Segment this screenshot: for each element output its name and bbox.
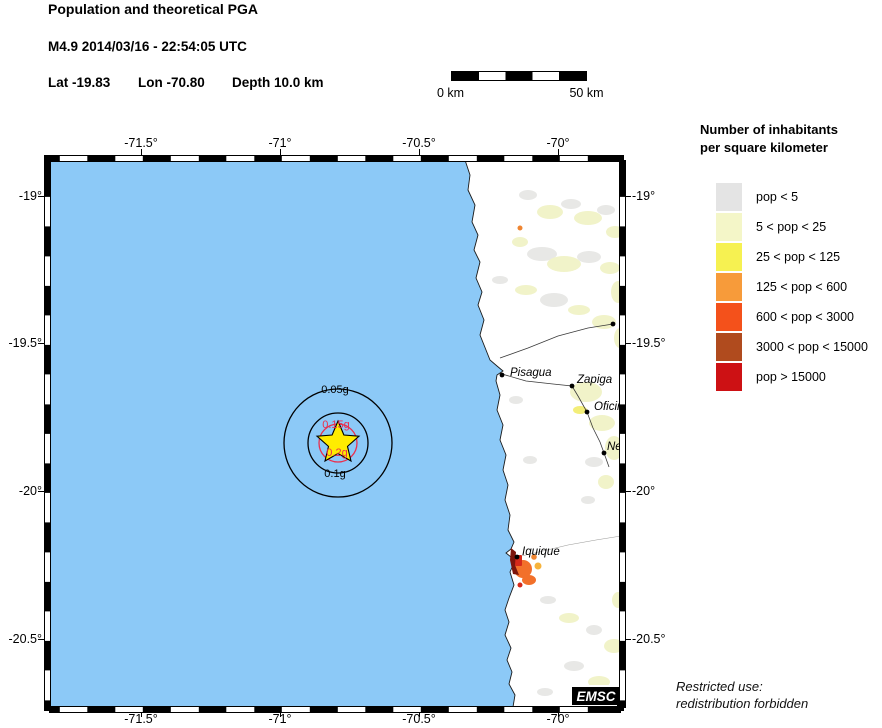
axis-label-lat-right-2: -20° xyxy=(632,484,656,498)
restricted-use-line1: Restricted use: xyxy=(676,679,763,694)
tick-right-3 xyxy=(624,639,631,640)
tick-bottom-3 xyxy=(558,711,559,717)
legend-label-6: pop > 15000 xyxy=(756,370,826,384)
city-dot-road-end xyxy=(610,321,616,327)
land-polygon xyxy=(464,160,621,707)
legend-swatch-3 xyxy=(716,273,742,301)
city-label-ne: Ne xyxy=(607,441,621,453)
legend-item-1: 5 < pop < 25 xyxy=(716,213,826,241)
map-frame-top xyxy=(49,155,621,162)
legend-item-5: 3000 < pop < 15000 xyxy=(716,333,868,361)
axis-label-lat-right-1: -19.5° xyxy=(632,336,666,350)
axis-label-lat-right-0: -19° xyxy=(632,189,656,203)
pga-label-015g: 0.15g xyxy=(322,419,350,431)
legend-label-4: 600 < pop < 3000 xyxy=(756,310,855,324)
tick-left-3 xyxy=(38,639,45,640)
scale-bar xyxy=(451,71,587,81)
legend-swatch-6 xyxy=(716,363,742,391)
city-dot-pisagua xyxy=(499,372,505,378)
legend-label-2: 25 < pop < 125 xyxy=(756,250,841,264)
event-lat: Lat -19.83 xyxy=(48,75,111,90)
legend-label-0: pop < 5 xyxy=(756,190,799,204)
legend-item-6: pop > 15000 xyxy=(716,363,826,391)
tick-top-2 xyxy=(419,149,420,156)
city-dot-zapiga xyxy=(569,383,575,389)
city-dots xyxy=(499,321,616,560)
legend-item-3: 125 < pop < 600 xyxy=(716,273,847,301)
emsc-badge-label: EMSC xyxy=(576,689,615,704)
axis-label-lat-left-0: -19° xyxy=(18,189,42,203)
axis-label-lat-left-2: -20° xyxy=(18,484,42,498)
axis-label-lat-left-1: -19.5° xyxy=(8,336,43,350)
axis-label-lon-bottom-0: -71.5° xyxy=(124,712,158,726)
map-frame-right xyxy=(619,160,626,708)
restricted-use-line2: redistribution forbidden xyxy=(676,696,809,711)
tick-top-3 xyxy=(558,149,559,156)
roads xyxy=(499,323,621,558)
scale-bar-start-label: 0 km xyxy=(437,86,465,100)
axis-label-lon-top-0: -71.5° xyxy=(124,136,158,150)
legend-item-4: 600 < pop < 3000 xyxy=(716,303,854,331)
city-label-zapiga: Zapiga xyxy=(576,374,612,386)
legend-swatch-5 xyxy=(716,333,742,361)
event-depth: Depth 10.0 km xyxy=(232,75,324,90)
pga-label-02g: 0.2g xyxy=(326,447,347,459)
city-label-iquique: Iquique xyxy=(522,546,560,558)
pga-ring-005g xyxy=(283,388,393,498)
axis-label-lat-right-3: -20.5° xyxy=(632,632,666,646)
legend-label-3: 125 < pop < 600 xyxy=(756,280,848,294)
population-patches-sparse xyxy=(492,190,621,696)
city-dot-ne xyxy=(601,450,607,456)
tick-bottom-1 xyxy=(280,711,281,717)
city-dot-iquique xyxy=(514,554,520,560)
scale-bar-end-label: 50 km xyxy=(569,86,604,100)
page-title: Population and theoretical PGA xyxy=(48,1,259,17)
legend-swatch-2 xyxy=(716,243,742,271)
axis-label-lon-top-1: -71° xyxy=(268,136,292,150)
legend-item-0: pop < 5 xyxy=(716,183,798,211)
tick-left-0 xyxy=(38,196,45,197)
map-frame-corner-tl xyxy=(44,155,51,162)
pga-ring-01g xyxy=(307,412,369,474)
emsc-badge: EMSC xyxy=(569,685,621,707)
map-frame-corner-br xyxy=(617,704,624,711)
city-dot-oficina xyxy=(584,409,590,415)
map-canvas: Pisagua Zapiga Oficina Ne Iquique 0.05g … xyxy=(48,160,621,707)
tick-right-1 xyxy=(624,343,631,344)
legend-label-1: 5 < pop < 25 xyxy=(756,220,827,234)
legend-swatch-1 xyxy=(716,213,742,241)
map-frame-bottom xyxy=(49,706,621,713)
legend-label-5: 3000 < pop < 15000 xyxy=(756,340,868,354)
legend-title-line1: Number of inhabitants xyxy=(700,122,838,137)
tick-bottom-0 xyxy=(141,711,142,717)
tick-bottom-2 xyxy=(419,711,420,717)
legend-title-line2: per square kilometer xyxy=(700,140,828,155)
axis-label-lon-top-3: -70° xyxy=(546,136,570,150)
legend-item-2: 25 < pop < 125 xyxy=(716,243,840,271)
legend-swatch-0 xyxy=(716,183,742,211)
tick-right-0 xyxy=(624,196,631,197)
tick-top-1 xyxy=(280,149,281,156)
city-label-pisagua: Pisagua xyxy=(510,367,552,379)
pga-label-01g: 0.1g xyxy=(324,468,345,480)
axis-label-lon-bottom-1: -71° xyxy=(268,712,292,726)
tick-right-2 xyxy=(624,491,631,492)
axis-label-lon-top-2: -70.5° xyxy=(402,136,436,150)
map-frame-left xyxy=(44,160,51,708)
event-lon: Lon -70.80 xyxy=(138,75,205,90)
event-magnitude-datetime: M4.9 2014/03/16 - 22:54:05 UTC xyxy=(48,39,247,54)
legend-swatch-4 xyxy=(716,303,742,331)
city-label-oficina: Oficina xyxy=(594,401,621,413)
map-frame-corner-bl xyxy=(44,704,51,711)
axis-label-lon-bottom-2: -70.5° xyxy=(402,712,436,726)
axis-label-lon-bottom-3: -70° xyxy=(546,712,570,726)
tick-left-2 xyxy=(38,491,45,492)
epicenter-star xyxy=(315,419,361,463)
tick-left-1 xyxy=(38,343,45,344)
axis-label-lat-left-3: -20.5° xyxy=(8,632,43,646)
tick-top-0 xyxy=(141,149,142,156)
map-frame-corner-tr xyxy=(617,155,624,162)
pga-label-005g: 0.05g xyxy=(321,384,349,396)
